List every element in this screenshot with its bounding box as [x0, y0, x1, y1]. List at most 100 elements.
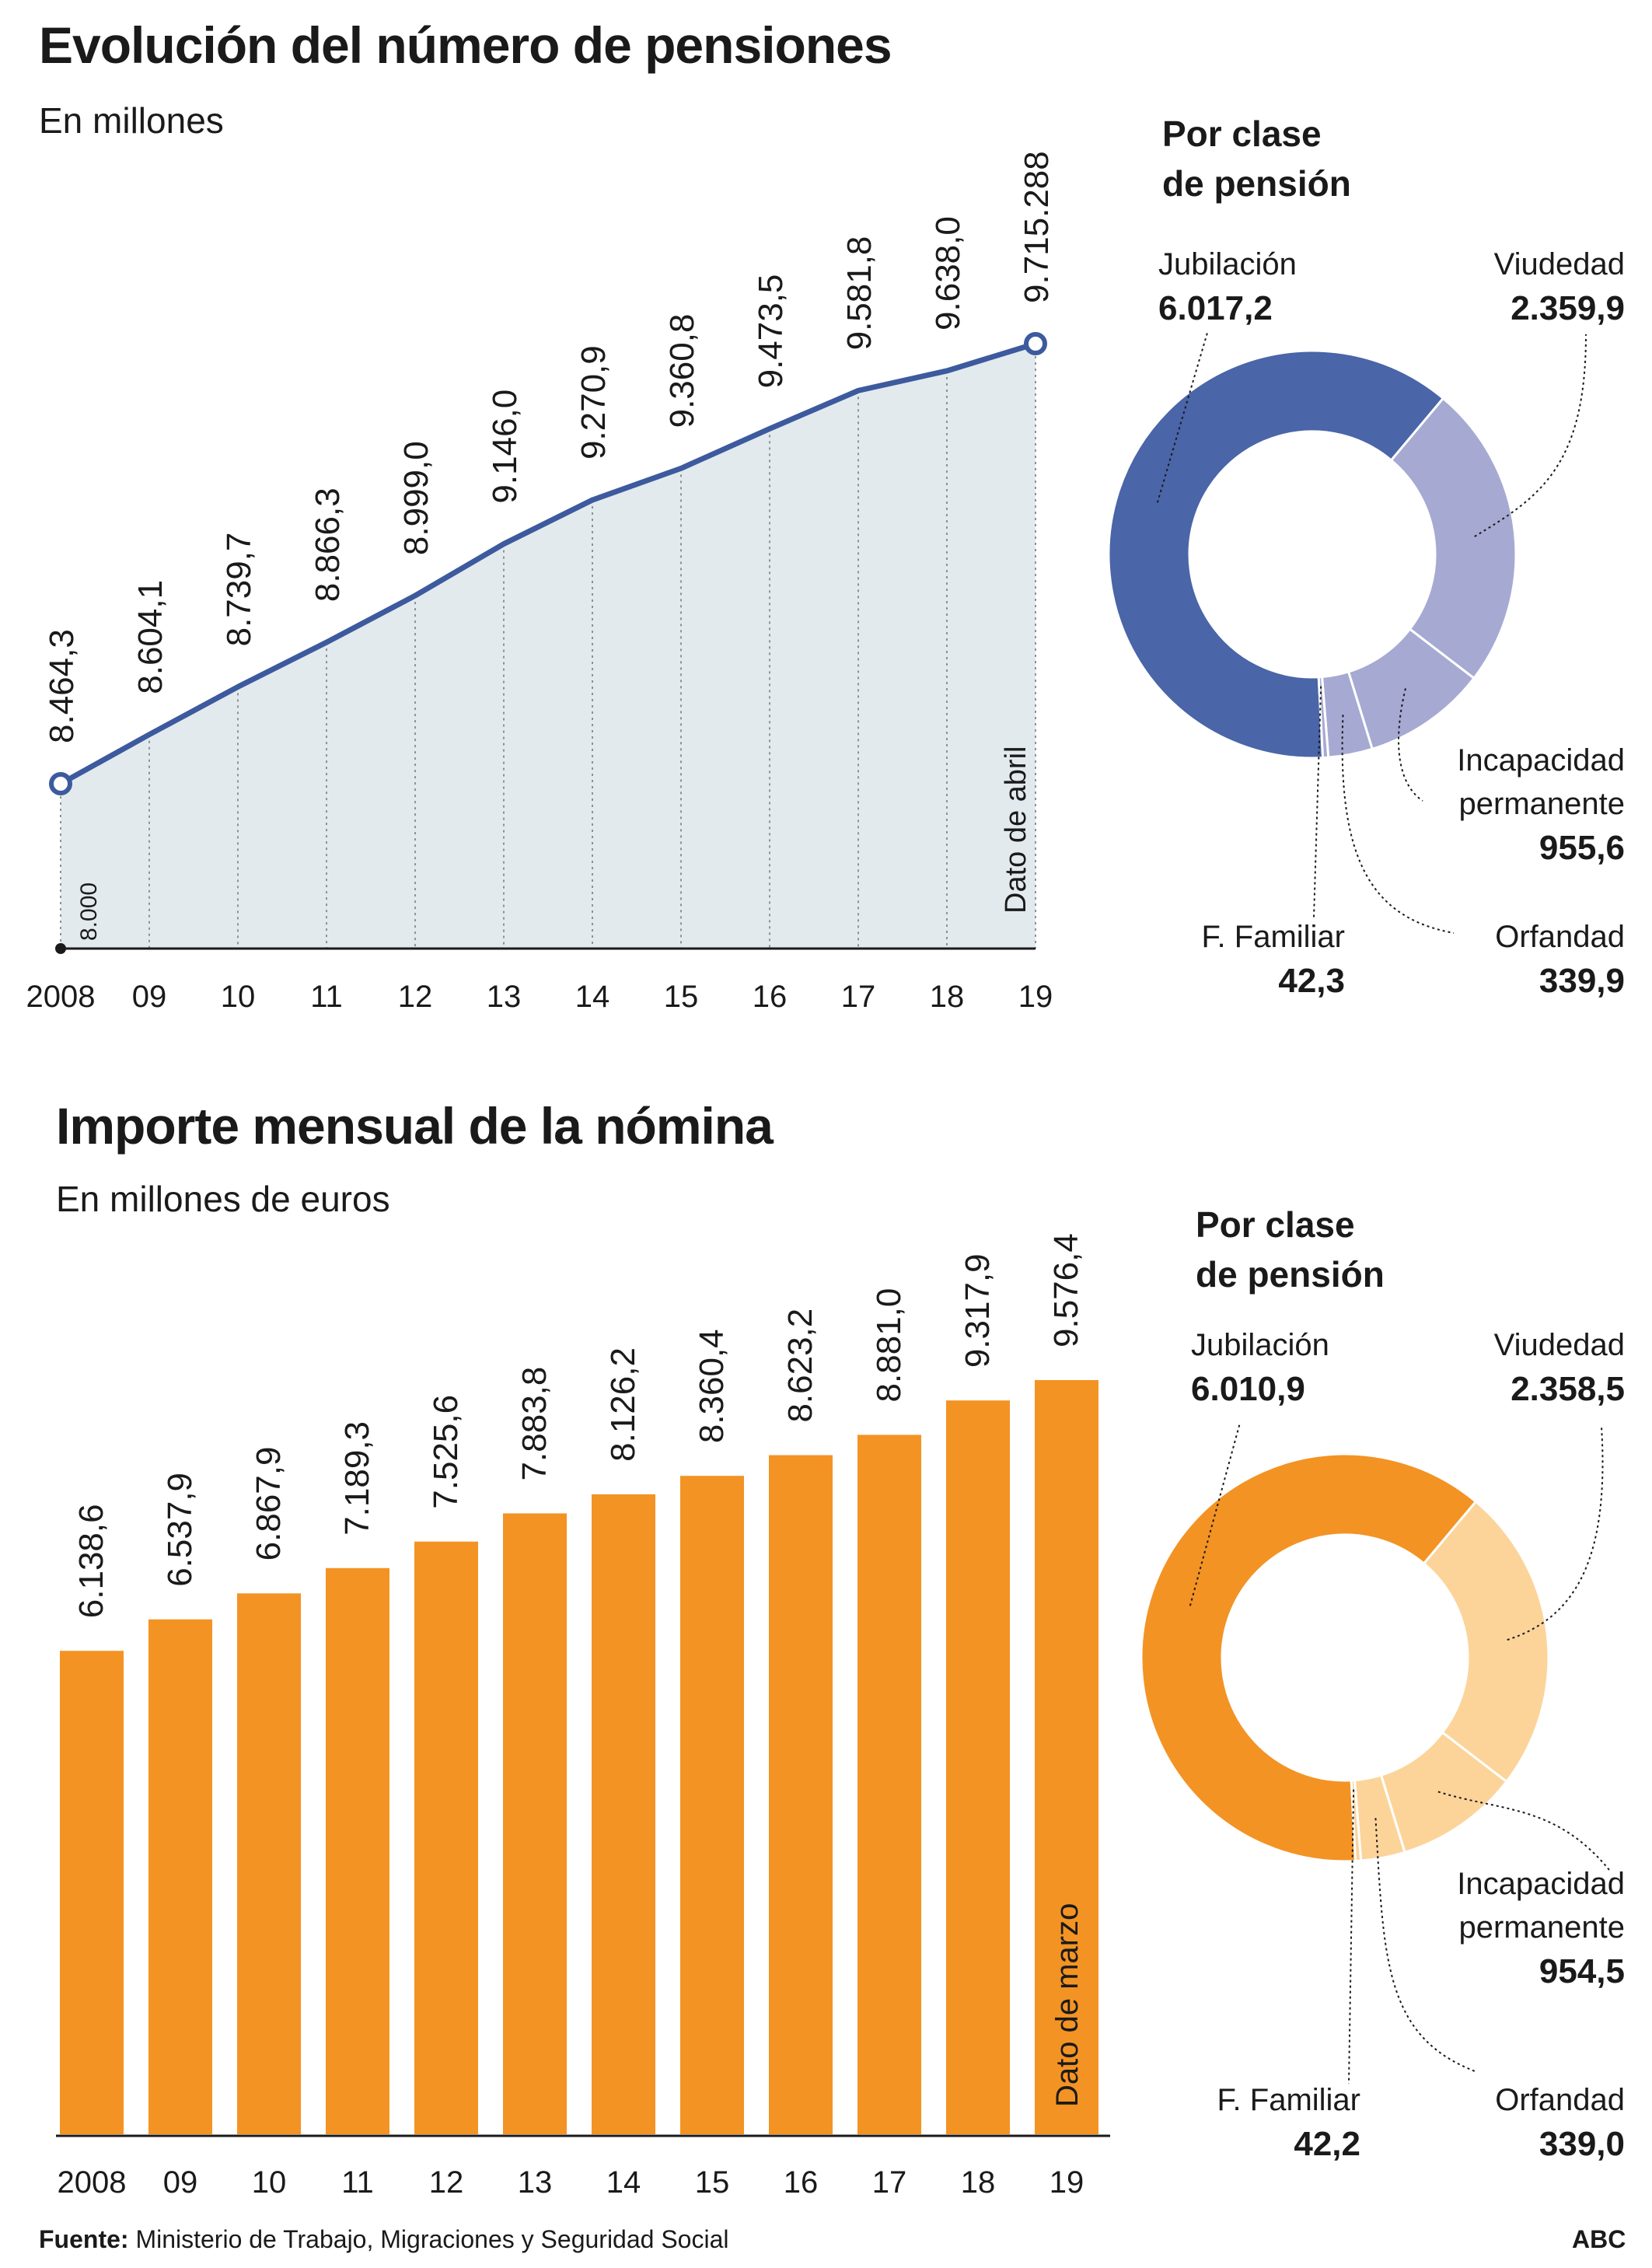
chart-note: Dato de marzo: [1050, 1903, 1084, 2107]
data-label: 9.638,0: [929, 216, 967, 330]
donut-category-label: permanente: [1458, 1910, 1625, 1945]
bar: [326, 1567, 389, 2134]
line-chart-title: Evolución del número de pensiones: [39, 16, 892, 74]
x-tick-label: 10: [252, 2165, 287, 2200]
donut-label: Viudedad 2.359,9: [1399, 243, 1625, 331]
donut-category-label: Incapacidad: [1457, 1867, 1625, 1901]
x-tick-label: 09: [132, 980, 167, 1014]
donut2-title: Por clase de pensión: [1196, 1200, 1385, 1299]
donut-category-label: permanente: [1458, 787, 1625, 821]
x-tick-label: 13: [487, 980, 522, 1014]
bar-chart-subtitle: En millones de euros: [56, 1179, 390, 1219]
donut-slice: [1389, 397, 1518, 680]
source-note: Fuente: Ministerio de Trabajo, Migracion…: [39, 2225, 728, 2254]
x-tick-label: 16: [784, 2165, 819, 2200]
donut-chart-1: [1107, 332, 1587, 934]
data-label: 8.999,0: [397, 441, 435, 555]
leader-line: [1507, 1426, 1604, 1641]
donut-label: Orfandad 339,0: [1430, 2078, 1625, 2167]
brand-logo: ABC: [1572, 2225, 1626, 2254]
bar: [60, 1651, 124, 2134]
bar-chart: 6.138,6 2008 6.537,9 09 6.867,9 10 7.189,3 11 7.…: [56, 1233, 1110, 2200]
x-tick-label: 11: [310, 980, 343, 1014]
x-tick-label: 15: [695, 2165, 730, 2200]
data-label: 9.581,8: [840, 236, 878, 351]
axis-base-label: 8.000: [76, 882, 102, 941]
donut-value-label: 339,0: [1538, 2125, 1625, 2163]
data-label: 8.739,7: [220, 533, 258, 647]
donut2-title-line2: de pensión: [1196, 1254, 1385, 1295]
x-tick-label: 10: [221, 980, 256, 1014]
data-label: 6.867,9: [250, 1447, 288, 1561]
data-label: 7.883,8: [515, 1367, 554, 1481]
donut-slice: [1317, 675, 1330, 760]
line-chart-subtitle: En millones: [39, 100, 224, 141]
donut-category-label: Incapacidad: [1457, 743, 1625, 778]
data-label: 6.537,9: [161, 1473, 199, 1587]
donut-value-label: 42,3: [1278, 962, 1345, 1000]
donut-value-label: 339,9: [1538, 962, 1625, 1000]
donut-value-label: 2.358,5: [1511, 1370, 1625, 1408]
donut-value-label: 42,2: [1294, 2125, 1360, 2163]
bar: [503, 1513, 567, 2134]
leader-line: [1341, 715, 1455, 934]
donut-label: Jubilación 6.010,9: [1191, 1323, 1424, 1412]
axis-origin-dot: [55, 943, 66, 954]
bar: [592, 1494, 655, 2134]
leader-line: [1348, 1789, 1355, 2085]
donut-label: F. Familiar 42,2: [1166, 2078, 1360, 2167]
donut-category-label: Viudedad: [1493, 247, 1625, 281]
donut-slice: [1140, 1452, 1478, 1863]
bar: [1035, 1380, 1098, 2134]
donut-category-label: F. Familiar: [1201, 920, 1345, 954]
data-point: [1024, 332, 1047, 355]
x-tick-label: 18: [961, 2165, 996, 2200]
x-tick-label: 14: [575, 980, 610, 1014]
bar-chart-title: Importe mensual de la nómina: [56, 1097, 774, 1155]
x-tick-label: 19: [1050, 2165, 1084, 2200]
data-label: 8.623,2: [781, 1309, 819, 1423]
x-tick-label: 15: [664, 980, 699, 1014]
bar: [237, 1593, 301, 2134]
line-chart: 8.000 8.464,3 8.604,1 8.739,7 8.866,3 8.999,0…: [26, 151, 1056, 1014]
brand-text: ABC: [1572, 2225, 1626, 2253]
donut-label: Incapacidad permanente 955,6: [1415, 739, 1625, 871]
donut-category-label: F. Familiar: [1217, 2083, 1360, 2117]
data-label: 9.473,5: [752, 274, 790, 389]
donut-category-label: Jubilación: [1158, 247, 1297, 281]
data-label: 9.576,4: [1047, 1233, 1085, 1347]
donut-value-label: 2.359,9: [1511, 289, 1625, 327]
data-label: 8.360,4: [693, 1329, 731, 1443]
donut-label: Viudedad 2.358,5: [1399, 1323, 1625, 1412]
donut-slice: [1422, 1500, 1550, 1784]
x-tick-label: 19: [1018, 980, 1053, 1014]
data-label: 9.146,0: [486, 390, 524, 504]
x-tick-label: 18: [930, 980, 965, 1014]
data-label: 8.604,1: [131, 580, 169, 694]
data-label: 7.525,6: [427, 1395, 465, 1509]
leader-line: [1156, 332, 1208, 503]
series-line: [59, 341, 1037, 787]
bar: [857, 1435, 921, 2134]
x-tick-label: 11: [341, 2165, 374, 2200]
bar: [946, 1400, 1010, 2134]
x-tick-label: 14: [606, 2165, 641, 2200]
donut1-title: Por clase de pensión: [1162, 109, 1351, 208]
data-label: 9.270,9: [575, 345, 613, 460]
data-label: 6.138,6: [72, 1504, 110, 1618]
x-tick-label: 09: [163, 2165, 198, 2200]
bar: [414, 1541, 478, 2134]
x-tick-label: 2008: [58, 2165, 127, 2200]
leader-line: [1474, 334, 1587, 537]
bar: [769, 1455, 833, 2134]
chart-note: Dato de abril: [1000, 746, 1032, 914]
leader-line: [1313, 686, 1322, 918]
donut1-title-line1: Por clase: [1162, 114, 1322, 154]
donut-slice: [1350, 1778, 1363, 1863]
donut-label: F. Familiar 42,3: [1151, 915, 1345, 1004]
bar: [148, 1619, 212, 2134]
source-text: Ministerio de Trabajo, Migraciones y Seg…: [135, 2225, 729, 2253]
donut-category-label: Jubilación: [1191, 1328, 1329, 1362]
data-label: 8.866,3: [309, 487, 347, 602]
